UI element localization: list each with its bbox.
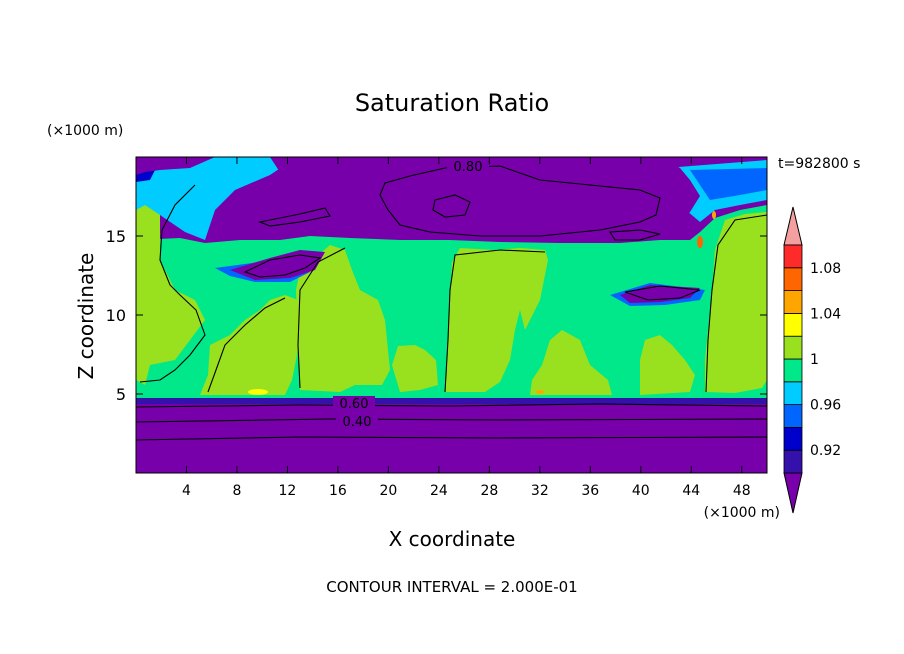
x-unit-label: (×1000 m) <box>704 505 780 521</box>
x-tick-label: 36 <box>581 483 599 499</box>
contour-label: 0.60 <box>340 397 369 412</box>
colorbar-swatch <box>783 244 803 269</box>
colorbar-swatch <box>783 312 803 337</box>
y-tick-label: 5 <box>116 385 126 404</box>
x-axis-label: X coordinate <box>389 527 516 551</box>
x-tick-label: 4 <box>182 483 191 499</box>
plot-area: 0.80 0.60 0.40 <box>136 157 767 473</box>
colorbar-swatch <box>783 358 803 383</box>
colorbar-swatch <box>783 426 803 451</box>
colorbar-label: 1.08 <box>810 261 841 277</box>
colorbar-label: 0.96 <box>810 398 841 414</box>
y-tick-label: 15 <box>106 227 126 246</box>
y-axis: 5 10 15 <box>106 227 767 404</box>
colorbar-label: 1 <box>810 352 819 368</box>
x-tick-label: 24 <box>430 483 448 499</box>
colorbar-swatch <box>783 335 803 360</box>
colorbar-min-arrow <box>783 472 803 514</box>
colorbar-label: 1.04 <box>810 306 841 322</box>
x-tick-label: 44 <box>682 483 700 499</box>
colorbar-max-arrow <box>783 206 803 246</box>
colorbar-swatch <box>783 290 803 314</box>
contour-lines <box>136 165 767 441</box>
contour-label: 0.40 <box>343 415 372 430</box>
y-tick-label: 10 <box>106 306 126 325</box>
contour-interval-footer: CONTOUR INTERVAL = 2.000E-01 <box>326 578 577 596</box>
upper-dry-region <box>215 157 700 238</box>
x-tick-label: 8 <box>232 483 241 499</box>
x-tick-label: 40 <box>632 483 650 499</box>
lower-dry-region <box>136 398 767 473</box>
contour-label: 0.80 <box>454 160 483 175</box>
light-green-regions <box>136 168 767 395</box>
y-unit-label: (×1000 m) <box>47 123 123 139</box>
colorbar-swatch <box>783 267 803 291</box>
contour-labels: 0.80 0.60 0.40 <box>333 159 489 430</box>
x-tick-label: 12 <box>279 483 297 499</box>
colorbar-swatch <box>783 381 803 405</box>
chart-title: Saturation Ratio <box>355 89 549 117</box>
x-tick-label: 28 <box>480 483 498 499</box>
x-tick-label: 16 <box>329 483 347 499</box>
supersaturation-specks <box>248 211 716 395</box>
x-axis: 4 8 12 16 20 24 28 32 36 40 44 48 <box>182 157 751 499</box>
colorbar-label: 0.92 <box>810 443 841 459</box>
x-tick-label: 32 <box>531 483 549 499</box>
time-label: t=982800 s <box>778 156 860 172</box>
colorbar-swatch <box>783 404 803 428</box>
x-tick-label: 20 <box>379 483 397 499</box>
x-tick-label: 48 <box>733 483 751 499</box>
colorbar-legend: 0.92 0.96 1 1.04 1.08 <box>783 206 841 514</box>
colorbar-swatch <box>783 449 803 474</box>
y-axis-label: Z coordinate <box>74 253 98 380</box>
